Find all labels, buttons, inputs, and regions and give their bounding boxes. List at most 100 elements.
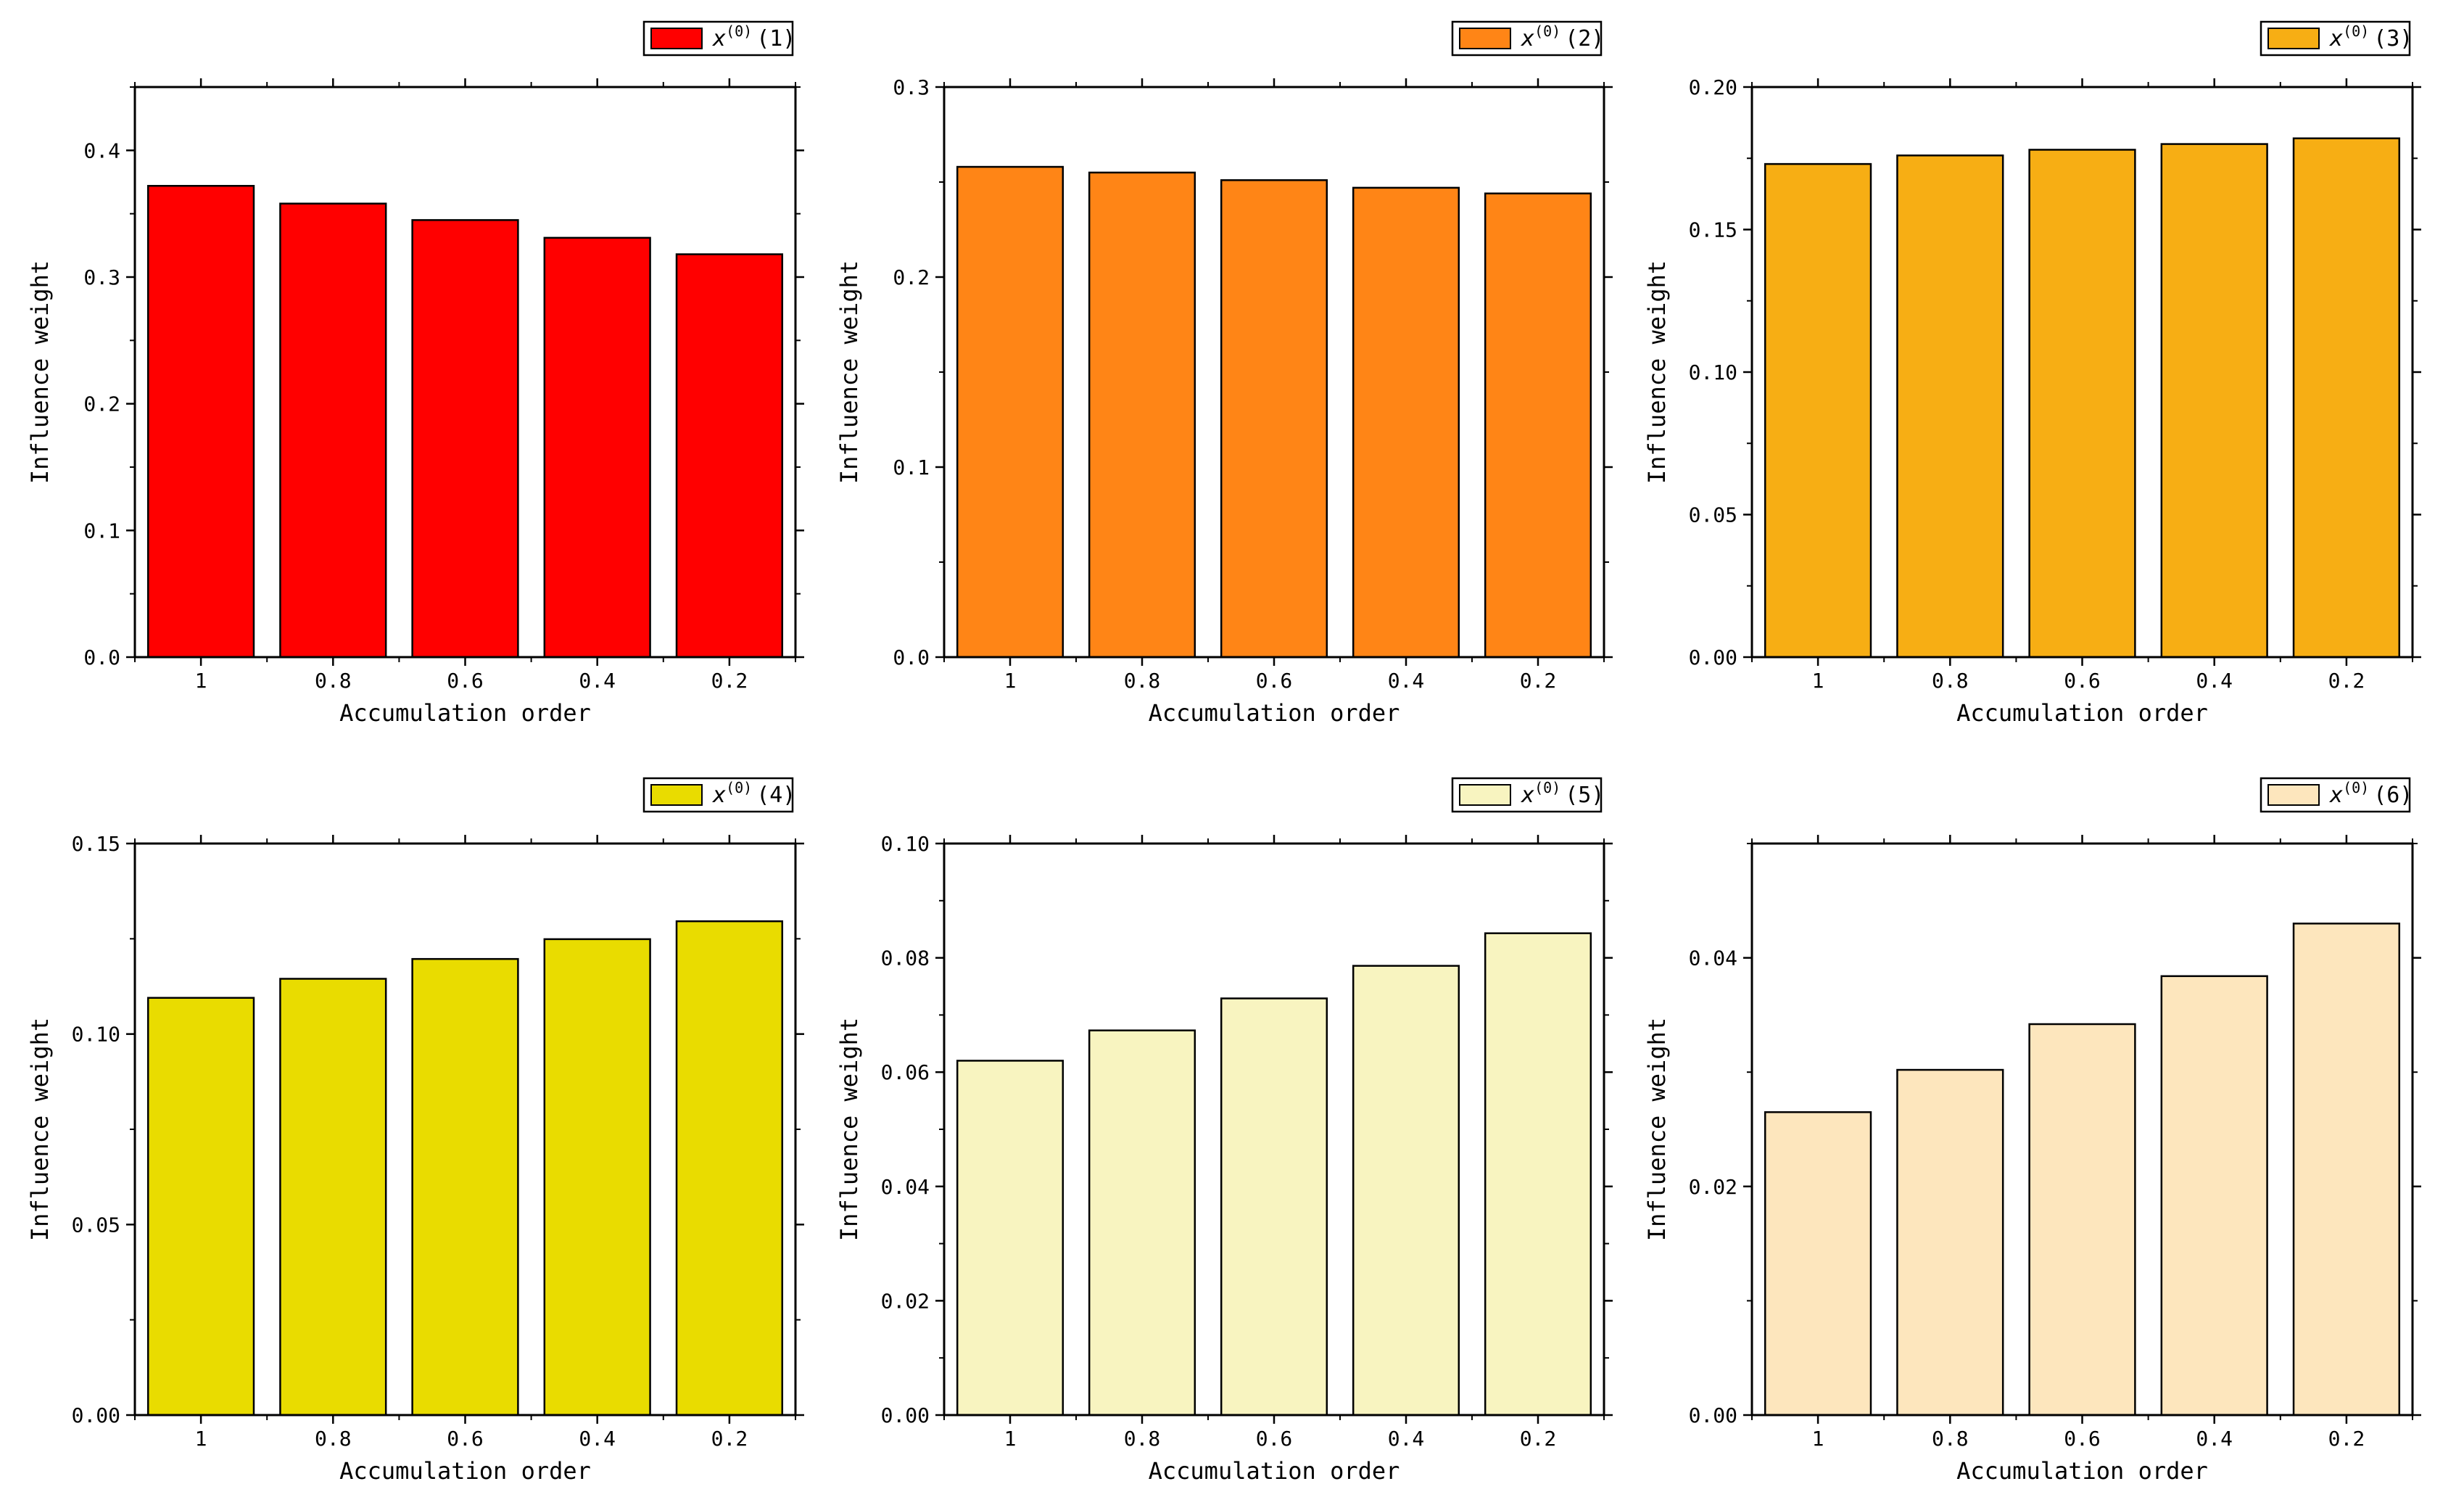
x-tick-label: 0.6	[2064, 1427, 2101, 1451]
bar-0.4	[2160, 143, 2268, 659]
x-tick-label: 0.4	[579, 669, 616, 693]
legend-label: x(0) (1)	[711, 22, 795, 51]
y-tick-label: 0.15	[1689, 218, 1737, 242]
bar-0.2	[2292, 137, 2401, 659]
x-axis-label: Accumulation order	[339, 1457, 591, 1485]
y-tick-label: 0.10	[72, 1023, 120, 1047]
y-tick-label: 0.10	[1689, 360, 1737, 384]
y-tick-label: 0.1	[893, 455, 930, 479]
x-tick-label: 0.6	[2064, 669, 2101, 693]
y-tick-label: 0.02	[1689, 1175, 1737, 1199]
legend-swatch	[1459, 28, 1511, 49]
x-tick-label: 0.8	[1932, 669, 1969, 693]
x-tick-label: 0.8	[1124, 669, 1161, 693]
legend-swatch	[1459, 784, 1511, 806]
legend-index: (2)	[1565, 26, 1604, 51]
x-tick-label: 0.2	[711, 1427, 748, 1451]
x-tick-label: 1	[195, 669, 207, 693]
y-tick-label: 0.02	[881, 1289, 930, 1313]
y-tick-label: 0.05	[1689, 503, 1737, 527]
x-tick-label: 1	[1812, 669, 1824, 693]
x-axis-label: Accumulation order	[1956, 699, 2208, 727]
legend-label: x(0) (6)	[2328, 779, 2413, 808]
y-tick-label: 0.00	[1689, 646, 1737, 669]
legend-var: x	[2328, 26, 2343, 51]
legend-swatch	[650, 28, 703, 49]
y-tick-label: 0.08	[881, 947, 930, 970]
y-tick-label: 0.04	[881, 1175, 930, 1199]
legend-sup: (0)	[726, 779, 752, 796]
legend-index: (3)	[2373, 26, 2413, 51]
legend: x(0) (1)	[642, 20, 795, 57]
legend-label: x(0) (5)	[1520, 779, 1604, 808]
legend-swatch	[2267, 28, 2320, 49]
y-tick-label: 0.04	[1689, 947, 1737, 970]
x-axis-label: Accumulation order	[1149, 1457, 1400, 1485]
bar-1	[146, 184, 255, 659]
legend: x(0) (3)	[2260, 20, 2413, 57]
x-tick-label: 0.8	[1124, 1427, 1161, 1451]
y-tick-label: 0.1	[83, 519, 120, 543]
y-tick-label: 0.00	[881, 1403, 930, 1427]
y-tick-label: 0.00	[1689, 1403, 1737, 1427]
legend-var: x	[711, 783, 726, 808]
x-tick-label: 0.2	[2328, 1427, 2365, 1451]
bar-0.6	[2028, 1023, 2136, 1417]
x-tick-label: 0.2	[1520, 1427, 1557, 1451]
bar-0.2	[1484, 192, 1592, 659]
legend-var: x	[2328, 783, 2343, 808]
legend-label: x(0) (3)	[2328, 22, 2413, 51]
y-tick-label: 0.2	[83, 392, 120, 416]
bar-0.6	[411, 219, 519, 659]
y-tick-label: 0.05	[72, 1213, 120, 1237]
legend-index: (5)	[1565, 783, 1604, 808]
bar-0.6	[411, 957, 519, 1417]
x-tick-label: 0.6	[447, 669, 484, 693]
x-tick-label: 0.4	[1388, 1427, 1425, 1451]
legend-var: x	[1520, 783, 1534, 808]
chart-panel-5: 0.00 0.02 0.04 0.06 0.08 0.10 1 0.8 0.6 0.4 0.2 Acc…	[835, 777, 1613, 1485]
y-axis-label: Influence weight	[26, 1018, 54, 1241]
legend-sup: (0)	[2343, 779, 2369, 796]
y-tick-label: 0.06	[881, 1060, 930, 1084]
bar-0.4	[1352, 965, 1460, 1417]
y-tick-label: 0.00	[72, 1403, 120, 1427]
x-tick-label: 0.6	[1256, 1427, 1293, 1451]
bar-0.8	[1088, 171, 1196, 659]
bar-0.8	[279, 978, 387, 1417]
legend-label: x(0) (4)	[711, 779, 795, 808]
chart-panel-1: 0.0 0.1 0.2 0.3 0.4 1 0.8 0.6 0.4 0.2 Accumulation…	[26, 20, 804, 727]
x-tick-label: 1	[1004, 669, 1017, 693]
x-tick-label: 1	[195, 1427, 207, 1451]
x-tick-label: 0.6	[447, 1427, 484, 1451]
x-tick-label: 0.4	[2196, 669, 2233, 693]
bar-0.8	[1088, 1029, 1196, 1417]
x-tick-label: 0.8	[315, 1427, 352, 1451]
bar-0.2	[675, 253, 784, 659]
legend-swatch	[2267, 784, 2320, 806]
bar-0.2	[675, 920, 784, 1417]
legend-swatch	[650, 784, 703, 806]
legend-sup: (0)	[726, 22, 752, 40]
bar-0.2	[2292, 923, 2401, 1417]
bar-0.6	[2028, 149, 2136, 659]
y-tick-label: 0.0	[83, 646, 120, 669]
bar-0.6	[1220, 179, 1328, 659]
y-axis-label: Influence weight	[835, 1018, 863, 1241]
bar-1	[146, 997, 255, 1417]
chart-panel-2: 0.0 0.1 0.2 0.3 1 0.8 0.6 0.4 0.2 Accumulation or…	[835, 20, 1613, 727]
bar-1	[956, 165, 1064, 659]
legend-label: x(0) (2)	[1520, 22, 1604, 51]
bar-0.6	[1220, 997, 1328, 1417]
x-tick-label: 0.8	[1932, 1427, 1969, 1451]
x-axis-label: Accumulation order	[1956, 1457, 2208, 1485]
legend-sup: (0)	[1534, 779, 1560, 796]
bar-0.8	[1896, 154, 2004, 659]
x-tick-label: 0.8	[315, 669, 352, 693]
bar-0.4	[2160, 975, 2268, 1417]
y-tick-label: 0.3	[83, 265, 120, 289]
bar-0.8	[279, 202, 387, 659]
legend-sup: (0)	[1534, 22, 1560, 40]
x-tick-label: 0.4	[1388, 669, 1425, 693]
